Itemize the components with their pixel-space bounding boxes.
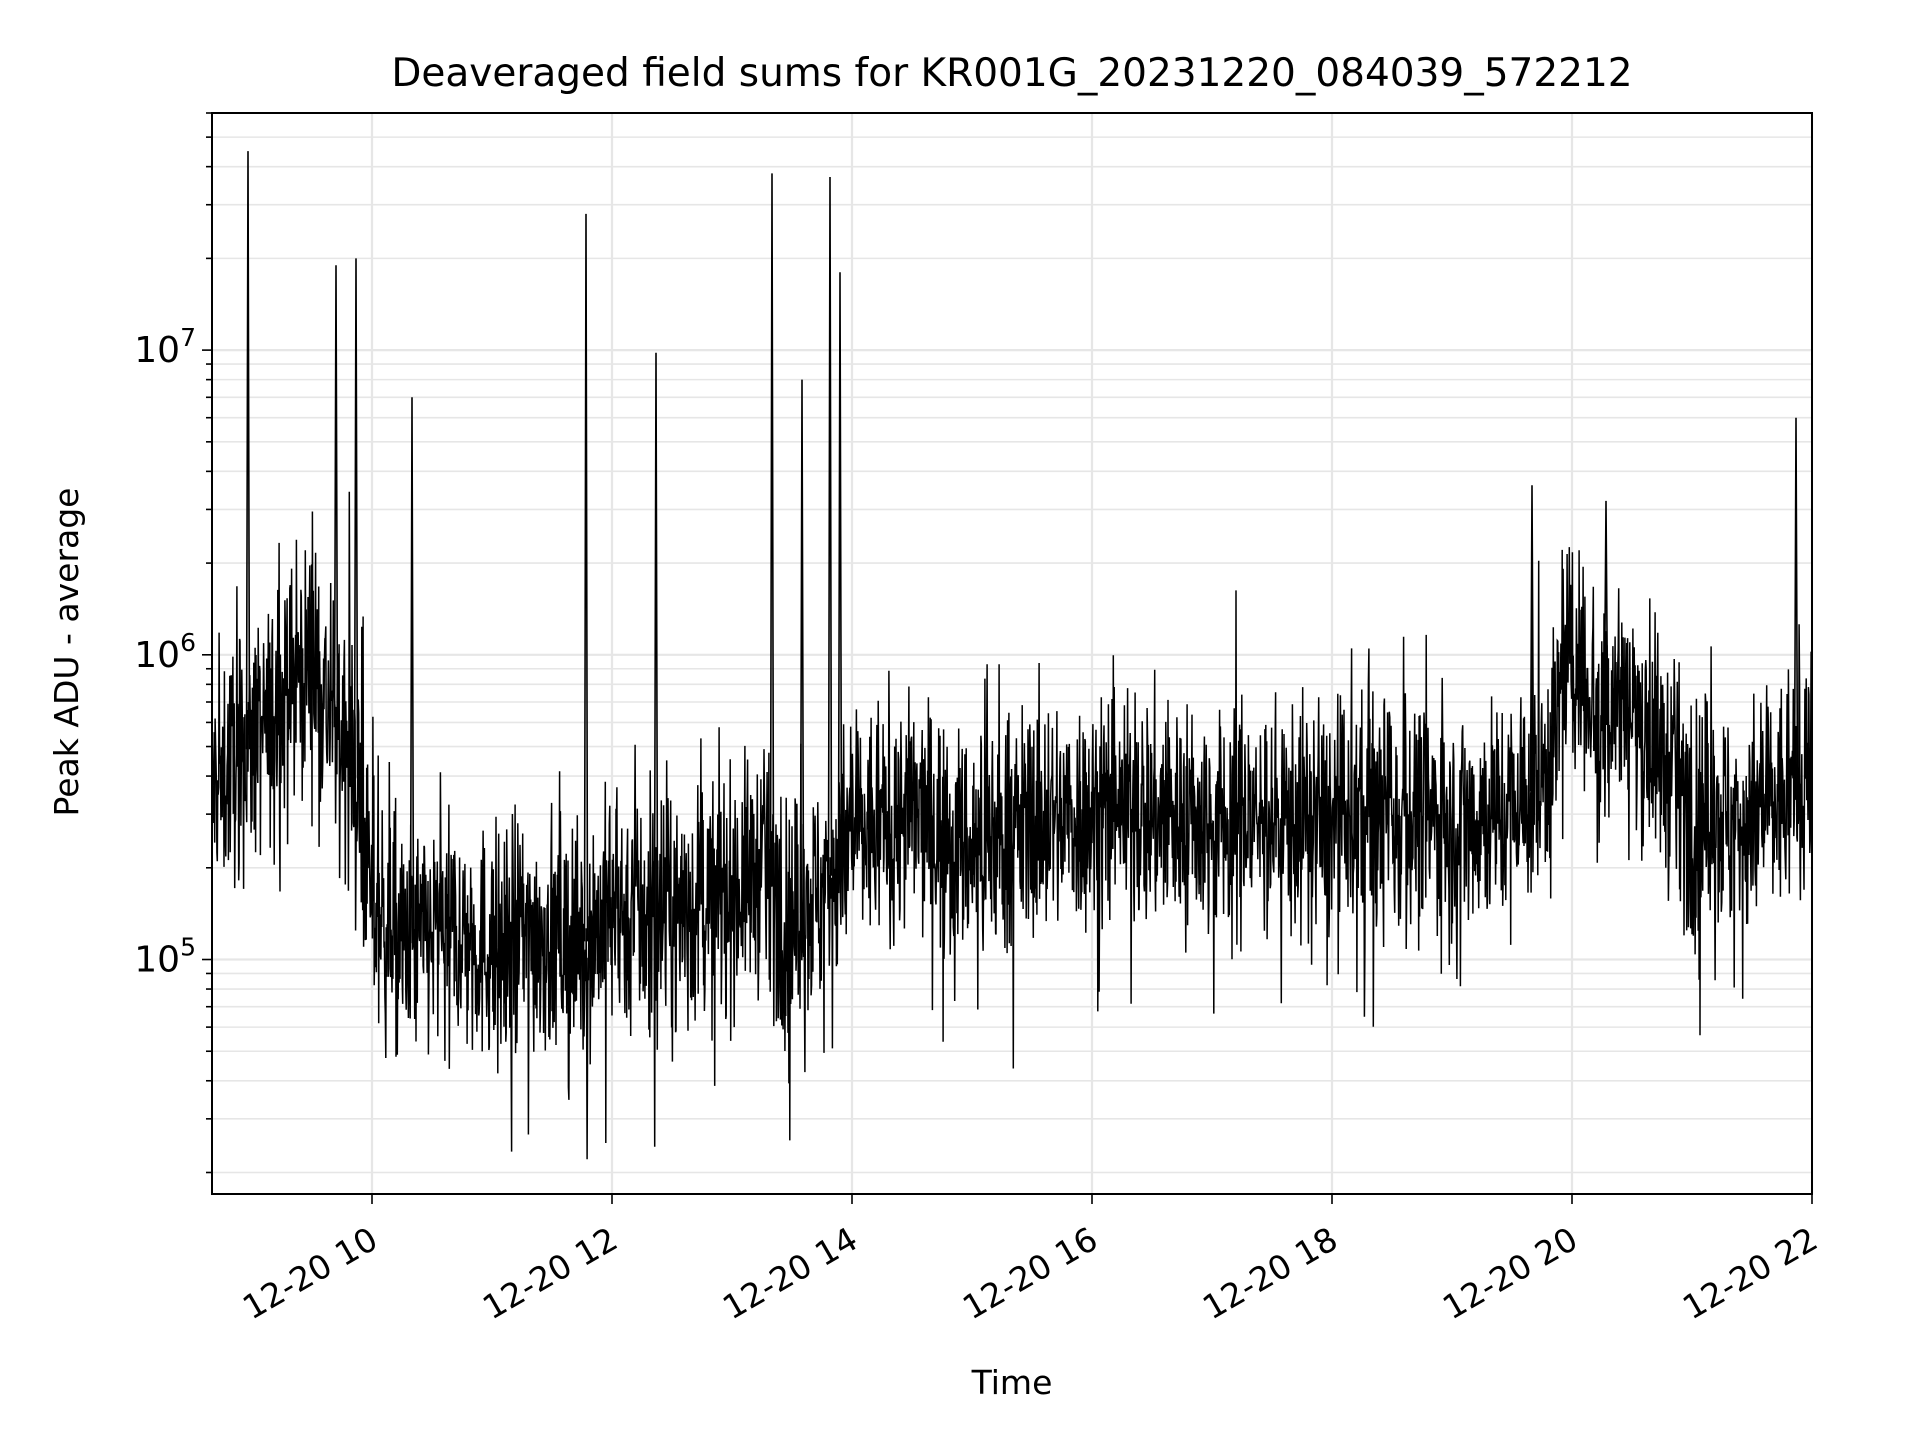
series-spike xyxy=(837,272,843,859)
series-spike xyxy=(653,352,659,921)
series-spike xyxy=(1529,485,1535,792)
x-axis-label: Time xyxy=(971,1363,1053,1402)
plot-frame xyxy=(211,112,1813,1195)
chart-title: Deaveraged field sums for KR001G_2023122… xyxy=(391,51,1632,96)
series-spike xyxy=(409,397,415,944)
series-spike xyxy=(799,379,805,914)
series-spike xyxy=(333,265,339,728)
series-spike xyxy=(769,173,775,887)
series-line xyxy=(211,491,1813,1160)
series-spike xyxy=(353,258,359,779)
y-tick-label: 106 xyxy=(134,628,196,676)
series-spike xyxy=(245,151,251,750)
data-layer xyxy=(211,151,1813,1160)
series-spike xyxy=(1793,417,1799,785)
y-axis-label: Peak ADU - average xyxy=(47,488,86,817)
series-spike xyxy=(827,176,833,876)
y-tick-label: 105 xyxy=(134,933,196,981)
series-spike xyxy=(583,213,589,942)
series-spike xyxy=(1603,500,1609,701)
y-tick-label: 107 xyxy=(134,323,196,371)
